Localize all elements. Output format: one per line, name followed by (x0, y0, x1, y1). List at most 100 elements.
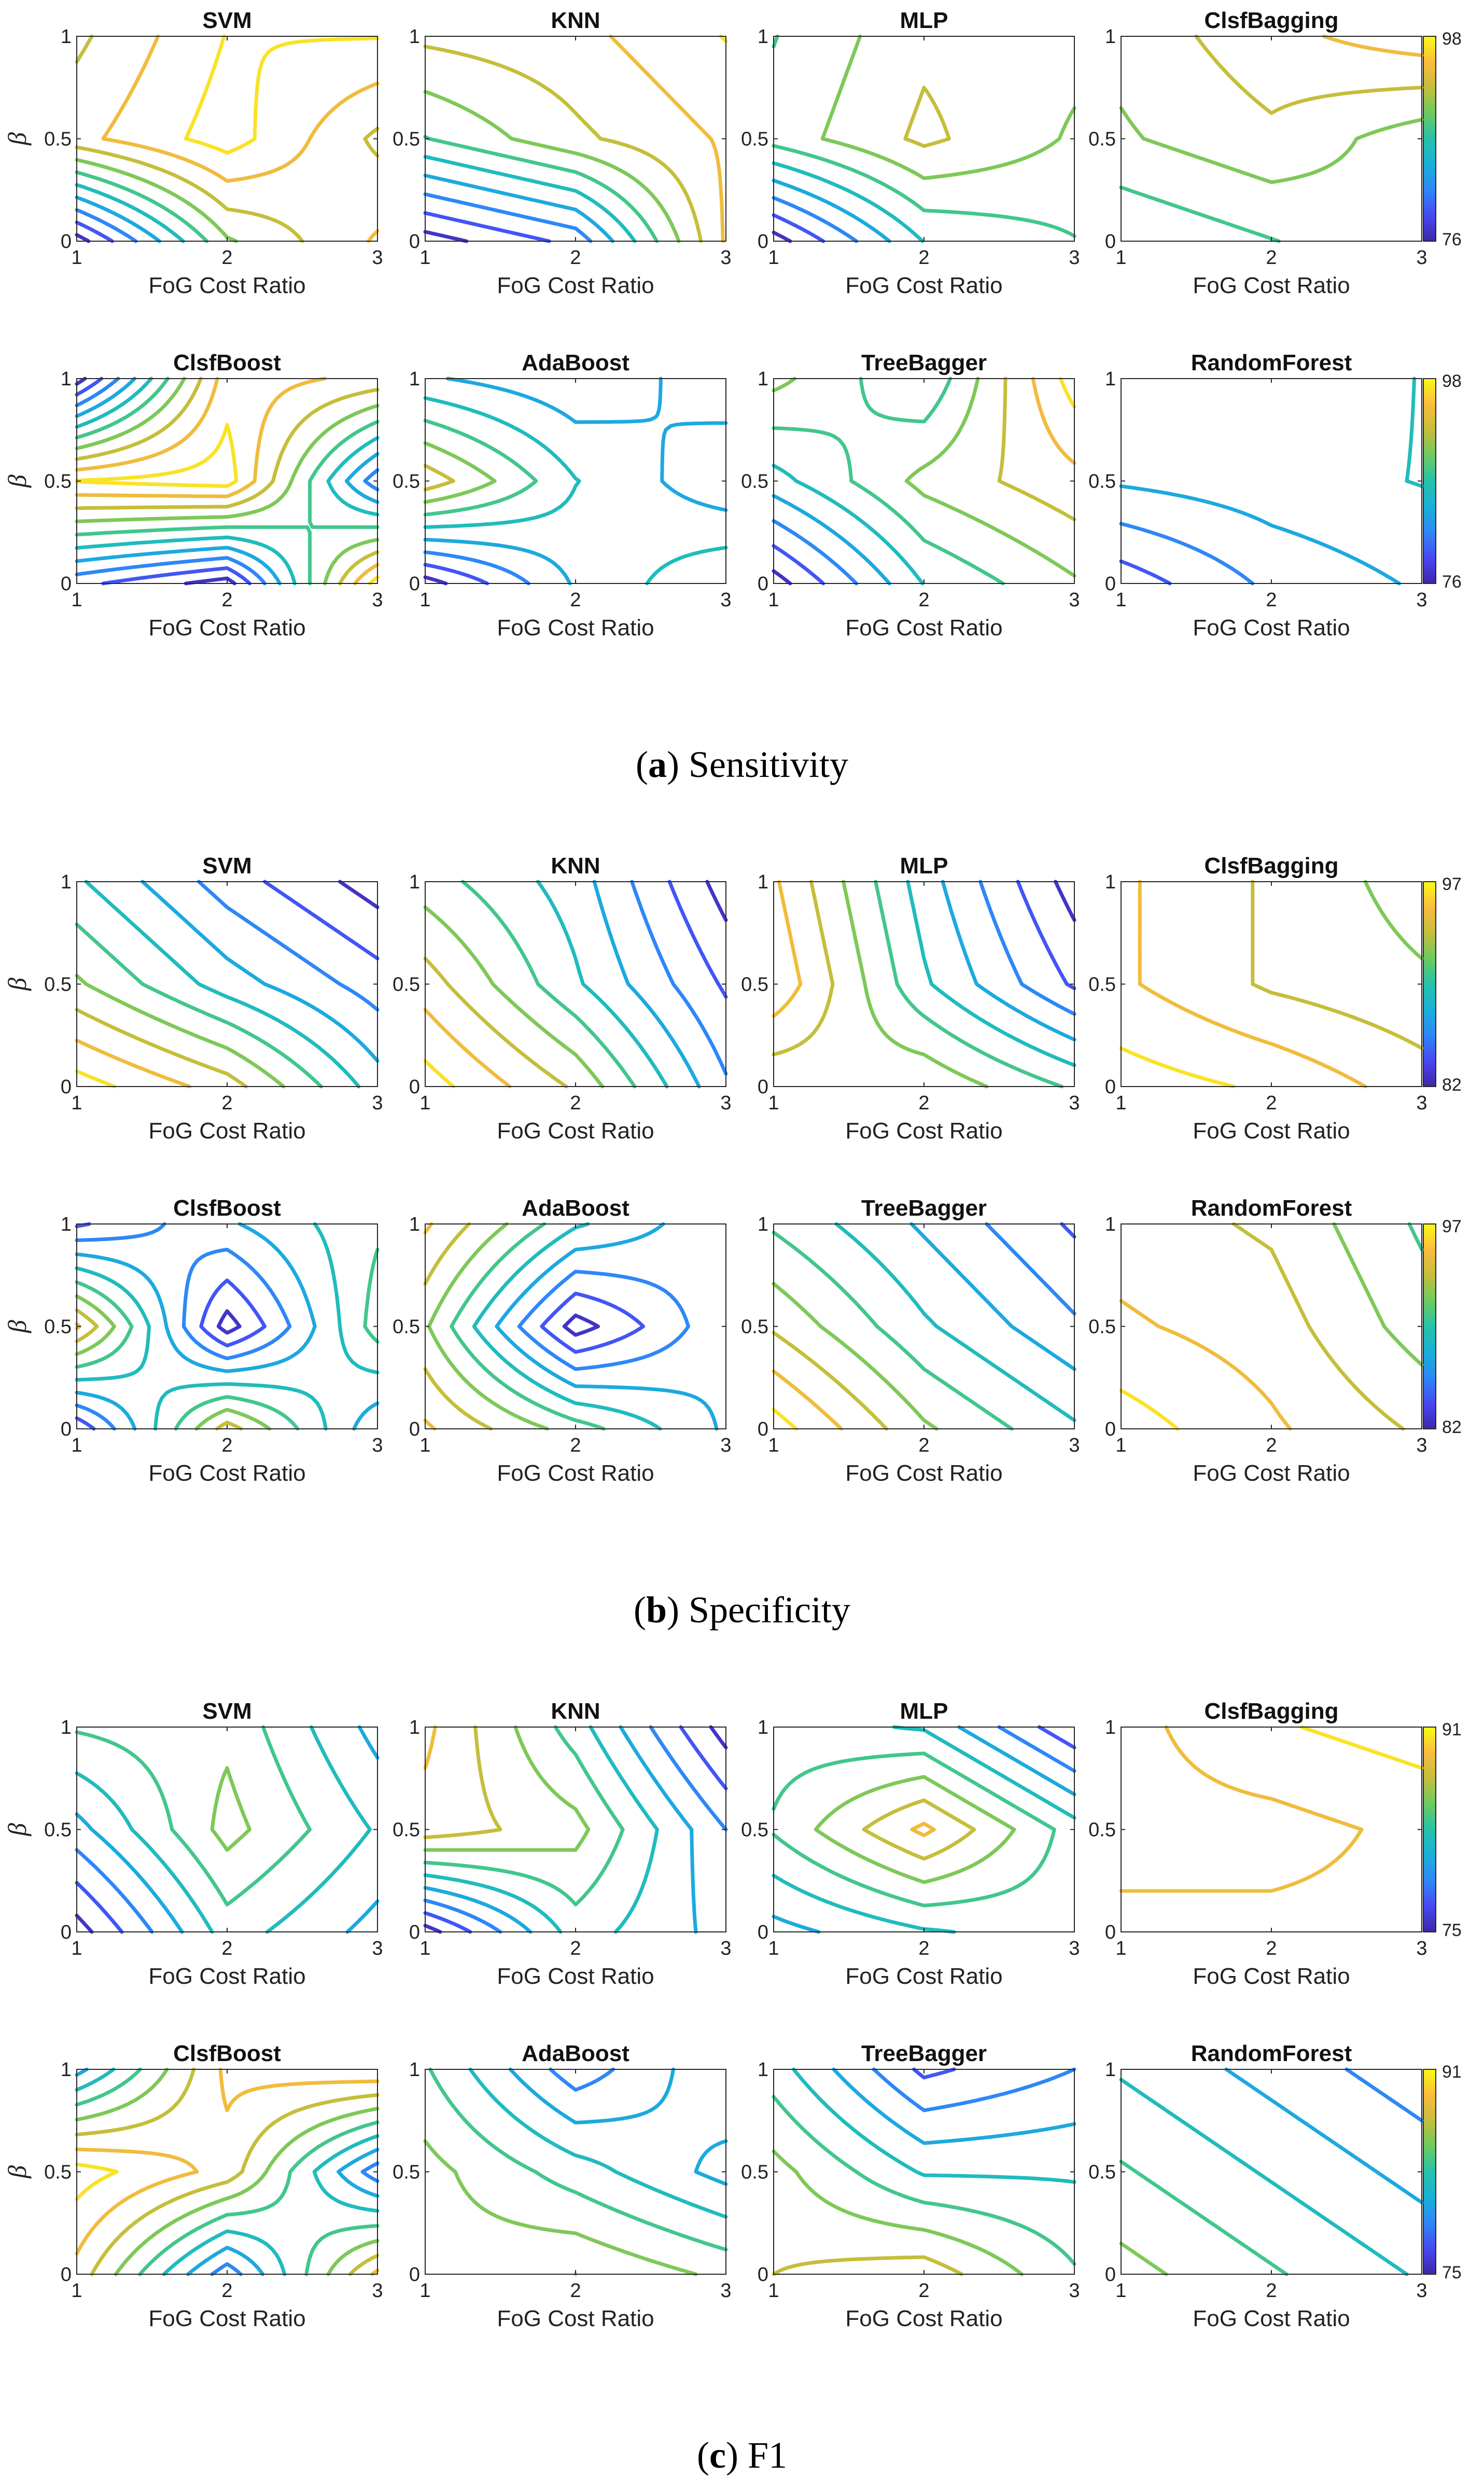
y-tick-label: 0.5 (44, 129, 72, 150)
contour-level-2 (75, 1222, 292, 1431)
contour-level-9 (184, 34, 380, 155)
colorbar-min-label: 75 (1442, 1921, 1462, 1940)
y-tick-label: 1 (758, 26, 768, 48)
x-tick-label: 2 (1266, 247, 1277, 269)
contour-level-7 (423, 1725, 502, 1840)
contour-level-5 (75, 2067, 380, 2276)
x-tick-label: 2 (1266, 1435, 1277, 1456)
ticks: 1 2 3 0 0.5 1 (393, 871, 731, 1114)
y-tick-label: 1 (61, 1717, 72, 1738)
metric-group-f1: 91 75 SVM 1 2 3 0 0.5 1 FoG Cost Ratio β KNN 1 2 3 0 0.5… (3, 1699, 1462, 2331)
contour-lines (1119, 2067, 1424, 2276)
colorbar: 91 75 (1423, 2062, 1462, 2283)
subplot-title: RandomForest (1191, 1195, 1352, 1221)
x-tick-label: 1 (768, 2280, 779, 2302)
ticks: 1 2 3 0 0.5 1 (1088, 26, 1427, 269)
x-tick-label: 2 (221, 2280, 232, 2302)
colorbar-min-label: 76 (1442, 230, 1462, 249)
subplot-mlp: MLP 1 2 3 0 0.5 1 FoG Cost Ratio (741, 8, 1080, 298)
subplot-knn: KNN 1 2 3 0 0.5 1 FoG Cost Ratio (393, 8, 731, 298)
contour-level-3 (592, 880, 701, 1089)
subplot-title: SVM (202, 853, 251, 879)
x-tick-label: 2 (918, 2280, 929, 2302)
contour-level-0 (75, 1913, 94, 1934)
contour-level-5 (75, 922, 323, 1089)
contour-lines (772, 1222, 1076, 1431)
x-tick-label: 3 (1416, 589, 1427, 611)
contour-level-8 (1119, 1725, 1364, 1893)
x-axis-label: FoG Cost Ratio (497, 2306, 654, 2331)
axes-box (1121, 1727, 1422, 1932)
y-tick-label: 0 (1105, 573, 1116, 595)
y-tick-label: 0.5 (741, 129, 768, 150)
contour-level-9 (1119, 1046, 1236, 1089)
contour-level-2 (197, 880, 380, 1012)
subplot-svm: SVM 1 2 3 0 0.5 1 FoG Cost Ratio β (3, 1699, 383, 1989)
x-axis-label: FoG Cost Ratio (497, 1460, 654, 1486)
contour-level-5 (1119, 185, 1281, 243)
x-axis-label: FoG Cost Ratio (148, 1460, 305, 1486)
contour-level-4 (75, 2067, 380, 2276)
x-tick-label: 1 (419, 2280, 430, 2302)
colorbar-min-label: 76 (1442, 572, 1462, 592)
x-axis-label: FoG Cost Ratio (1193, 2306, 1350, 2331)
x-tick-label: 2 (570, 1092, 581, 1114)
x-tick-label: 1 (71, 589, 82, 611)
y-tick-label: 1 (61, 368, 72, 390)
contour-level-1 (912, 2067, 956, 2080)
subplot-knn: KNN 1 2 3 0 0.5 1 FoG Cost Ratio (393, 1699, 731, 1989)
colorbar-scale (1423, 1727, 1436, 1932)
y-tick-label: 0 (409, 1076, 420, 1098)
y-tick-label: 0.5 (393, 1819, 420, 1841)
ticks: 1 2 3 0 0.5 1 (393, 1717, 731, 1959)
contour-level-4 (772, 1725, 1076, 1934)
contour-level-0 (216, 1309, 242, 1335)
y-tick-label: 1 (409, 368, 420, 390)
y-tick-label: 1 (758, 1214, 768, 1235)
contour-level-9 (719, 34, 728, 44)
contour-level-4 (423, 155, 637, 243)
contour-level-8 (1322, 34, 1424, 58)
y-tick-label: 0.5 (1088, 1316, 1116, 1338)
x-tick-label: 3 (1416, 247, 1427, 269)
contour-level-2 (978, 880, 1076, 1016)
subplot-title: TreeBagger (861, 350, 987, 375)
y-tick-label: 0.5 (393, 129, 420, 150)
contour-level-8 (1119, 1299, 1292, 1431)
x-tick-label: 1 (419, 247, 430, 269)
contour-level-5 (772, 1751, 1056, 1908)
y-tick-label: 0 (758, 1076, 768, 1098)
x-tick-label: 3 (1416, 1435, 1427, 1456)
x-axis-label: FoG Cost Ratio (845, 2306, 1002, 2331)
contour-level-2 (772, 519, 858, 586)
contour-level-7 (903, 86, 951, 148)
y-tick-label: 1 (409, 1214, 420, 1235)
contour-level-5 (423, 1725, 625, 1907)
y-axis-label: β (3, 1823, 32, 1836)
contour-lines (75, 377, 380, 586)
ticks: 1 2 3 0 0.5 1 (741, 871, 1080, 1114)
contour-level-9 (1058, 377, 1076, 409)
y-tick-label: 1 (61, 1214, 72, 1235)
contour-level-2 (210, 2161, 380, 2276)
colorbar-min-label: 75 (1442, 2263, 1462, 2283)
y-tick-label: 0 (409, 1922, 420, 1943)
subplot-treebagger: TreeBagger 1 2 3 0 0.5 1 FoG Cost Ratio (741, 2041, 1080, 2331)
contour-level-2 (1119, 522, 1255, 586)
y-tick-label: 0 (61, 1418, 72, 1440)
contour-level-9 (75, 1069, 116, 1089)
x-axis-label: FoG Cost Ratio (497, 1964, 654, 1989)
contour-lines (423, 34, 728, 243)
contour-level-0 (423, 1725, 728, 1934)
x-tick-label: 3 (720, 1938, 731, 1959)
x-tick-label: 3 (720, 247, 731, 269)
contour-level-3 (75, 196, 161, 243)
y-tick-label: 1 (61, 871, 72, 893)
x-tick-label: 2 (221, 1938, 232, 1959)
colorbar-max-label: 91 (1442, 2062, 1462, 2082)
contour-level-5 (772, 377, 1005, 586)
colorbar-max-label: 91 (1442, 1720, 1462, 1740)
x-axis-label: FoG Cost Ratio (148, 1964, 305, 1989)
subplot-title: ClsfBoost (173, 1195, 281, 1221)
y-tick-label: 0.5 (44, 1819, 72, 1841)
